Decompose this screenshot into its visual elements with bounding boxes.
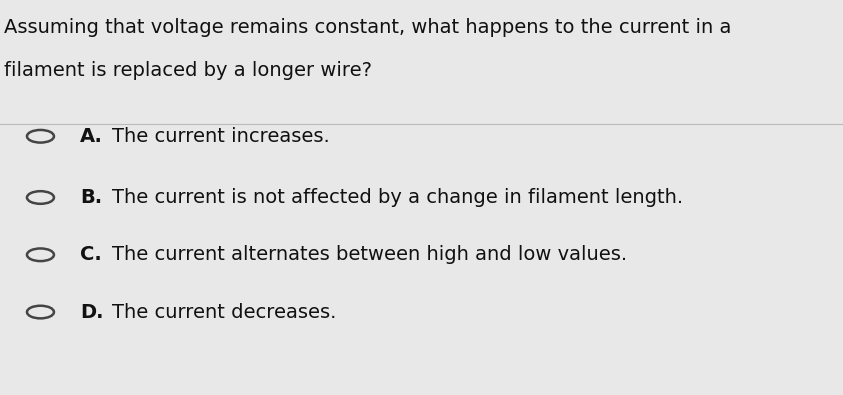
Text: The current increases.: The current increases. xyxy=(112,127,330,146)
Text: C.: C. xyxy=(80,245,102,264)
Text: Assuming that voltage remains constant, what happens to the current in a: Assuming that voltage remains constant, … xyxy=(4,18,732,37)
Text: B.: B. xyxy=(80,188,102,207)
Text: The current decreases.: The current decreases. xyxy=(112,303,336,322)
Text: D.: D. xyxy=(80,303,104,322)
Text: The current is not affected by a change in filament length.: The current is not affected by a change … xyxy=(112,188,683,207)
Text: filament is replaced by a longer wire?: filament is replaced by a longer wire? xyxy=(4,61,373,80)
Text: A.: A. xyxy=(80,127,103,146)
Text: The current alternates between high and low values.: The current alternates between high and … xyxy=(112,245,627,264)
